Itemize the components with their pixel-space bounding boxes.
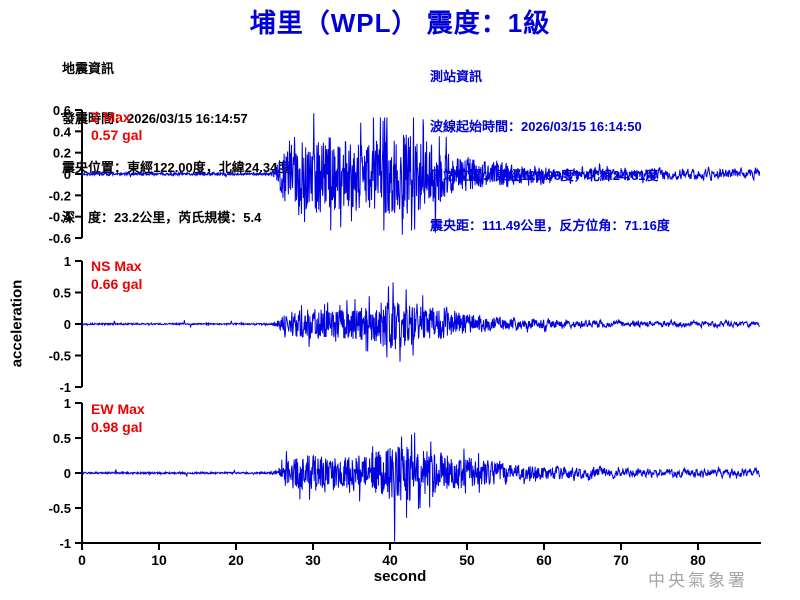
ew-max-title: EW Max (91, 401, 145, 417)
x-tick-label: 10 (151, 552, 167, 568)
z-y-tick-label: -0.4 (49, 210, 72, 225)
agency-watermark: 中央氣象署 (648, 571, 748, 591)
ns-y-tick-label: -0.5 (49, 349, 71, 364)
x-axis-label: second (373, 568, 427, 585)
z-trace (81, 113, 761, 235)
ew-y-tick-label: -1 (59, 536, 71, 551)
ew-trace (81, 432, 761, 542)
x-tick-label: 30 (305, 552, 321, 568)
ew-y-tick-label: 1 (64, 396, 71, 411)
x-tick-label: 60 (536, 552, 552, 568)
page-title: 埔里（WPL） 震度：1級 (249, 8, 551, 38)
z-max-title: Z Max (91, 109, 131, 125)
ew-max-value: 0.98 gal (91, 419, 143, 435)
quake-info-panel: 地震資訊 發震時間：2026/03/15 16:14:57 震央位置：東經122… (62, 28, 290, 259)
station-info-heading: 測站資訊 (430, 69, 483, 84)
ew-y-tick-label: -0.5 (49, 501, 71, 516)
ns-trace (81, 282, 760, 362)
ew-max-label: EW Max 0.98 gal (91, 400, 145, 436)
x-tick-label: 70 (613, 552, 629, 568)
x-tick-label: 80 (690, 552, 706, 568)
y-axis-label: acceleration (8, 279, 26, 368)
ns-y-tick-label: 0.5 (53, 286, 71, 301)
z-max-value: 0.57 gal (91, 127, 143, 143)
z-y-tick-label: 0.2 (53, 146, 71, 161)
station-wave-start-time: 波線起始時間：2026/03/15 16:14:50 (430, 118, 642, 134)
z-y-tick-label: 0.6 (53, 103, 71, 118)
quake-info-heading: 地震資訊 (62, 61, 115, 76)
ns-max-title: NS Max (91, 258, 142, 274)
ns-y-tick-label: 0 (64, 317, 71, 332)
z-y-tick-label: 0.4 (53, 124, 72, 139)
station-distance-azimuth: 震央距：111.49公里，反方位角：71.16度 (430, 217, 670, 233)
z-y-tick-label: -0.6 (49, 231, 71, 246)
z-y-tick-label: -0.2 (49, 188, 71, 203)
ew-y-tick-label: 0 (64, 466, 71, 481)
quake-epicenter: 震央位置：東經122.00度，北緯24.34度 (62, 160, 291, 175)
z-y-tick-label: 0 (64, 167, 71, 182)
ns-max-label: NS Max 0.66 gal (91, 257, 142, 293)
ns-y-tick-label: 1 (64, 254, 71, 269)
x-tick-label: 0 (78, 552, 86, 568)
x-tick-label: 50 (459, 552, 475, 568)
ew-y-tick-label: 0.5 (53, 431, 71, 446)
quake-depth-magnitude: 深 度：23.2公里，芮氏規模：5.4 (62, 209, 262, 225)
x-tick-label: 40 (382, 552, 398, 568)
ns-max-value: 0.66 gal (91, 276, 143, 292)
quake-origin-time: 發震時間：2026/03/15 16:14:57 (62, 110, 248, 126)
x-tick-label: 20 (228, 552, 244, 568)
ns-y-tick-label: -1 (59, 380, 71, 395)
z-max-label: Z Max 0.57 gal (91, 108, 142, 144)
